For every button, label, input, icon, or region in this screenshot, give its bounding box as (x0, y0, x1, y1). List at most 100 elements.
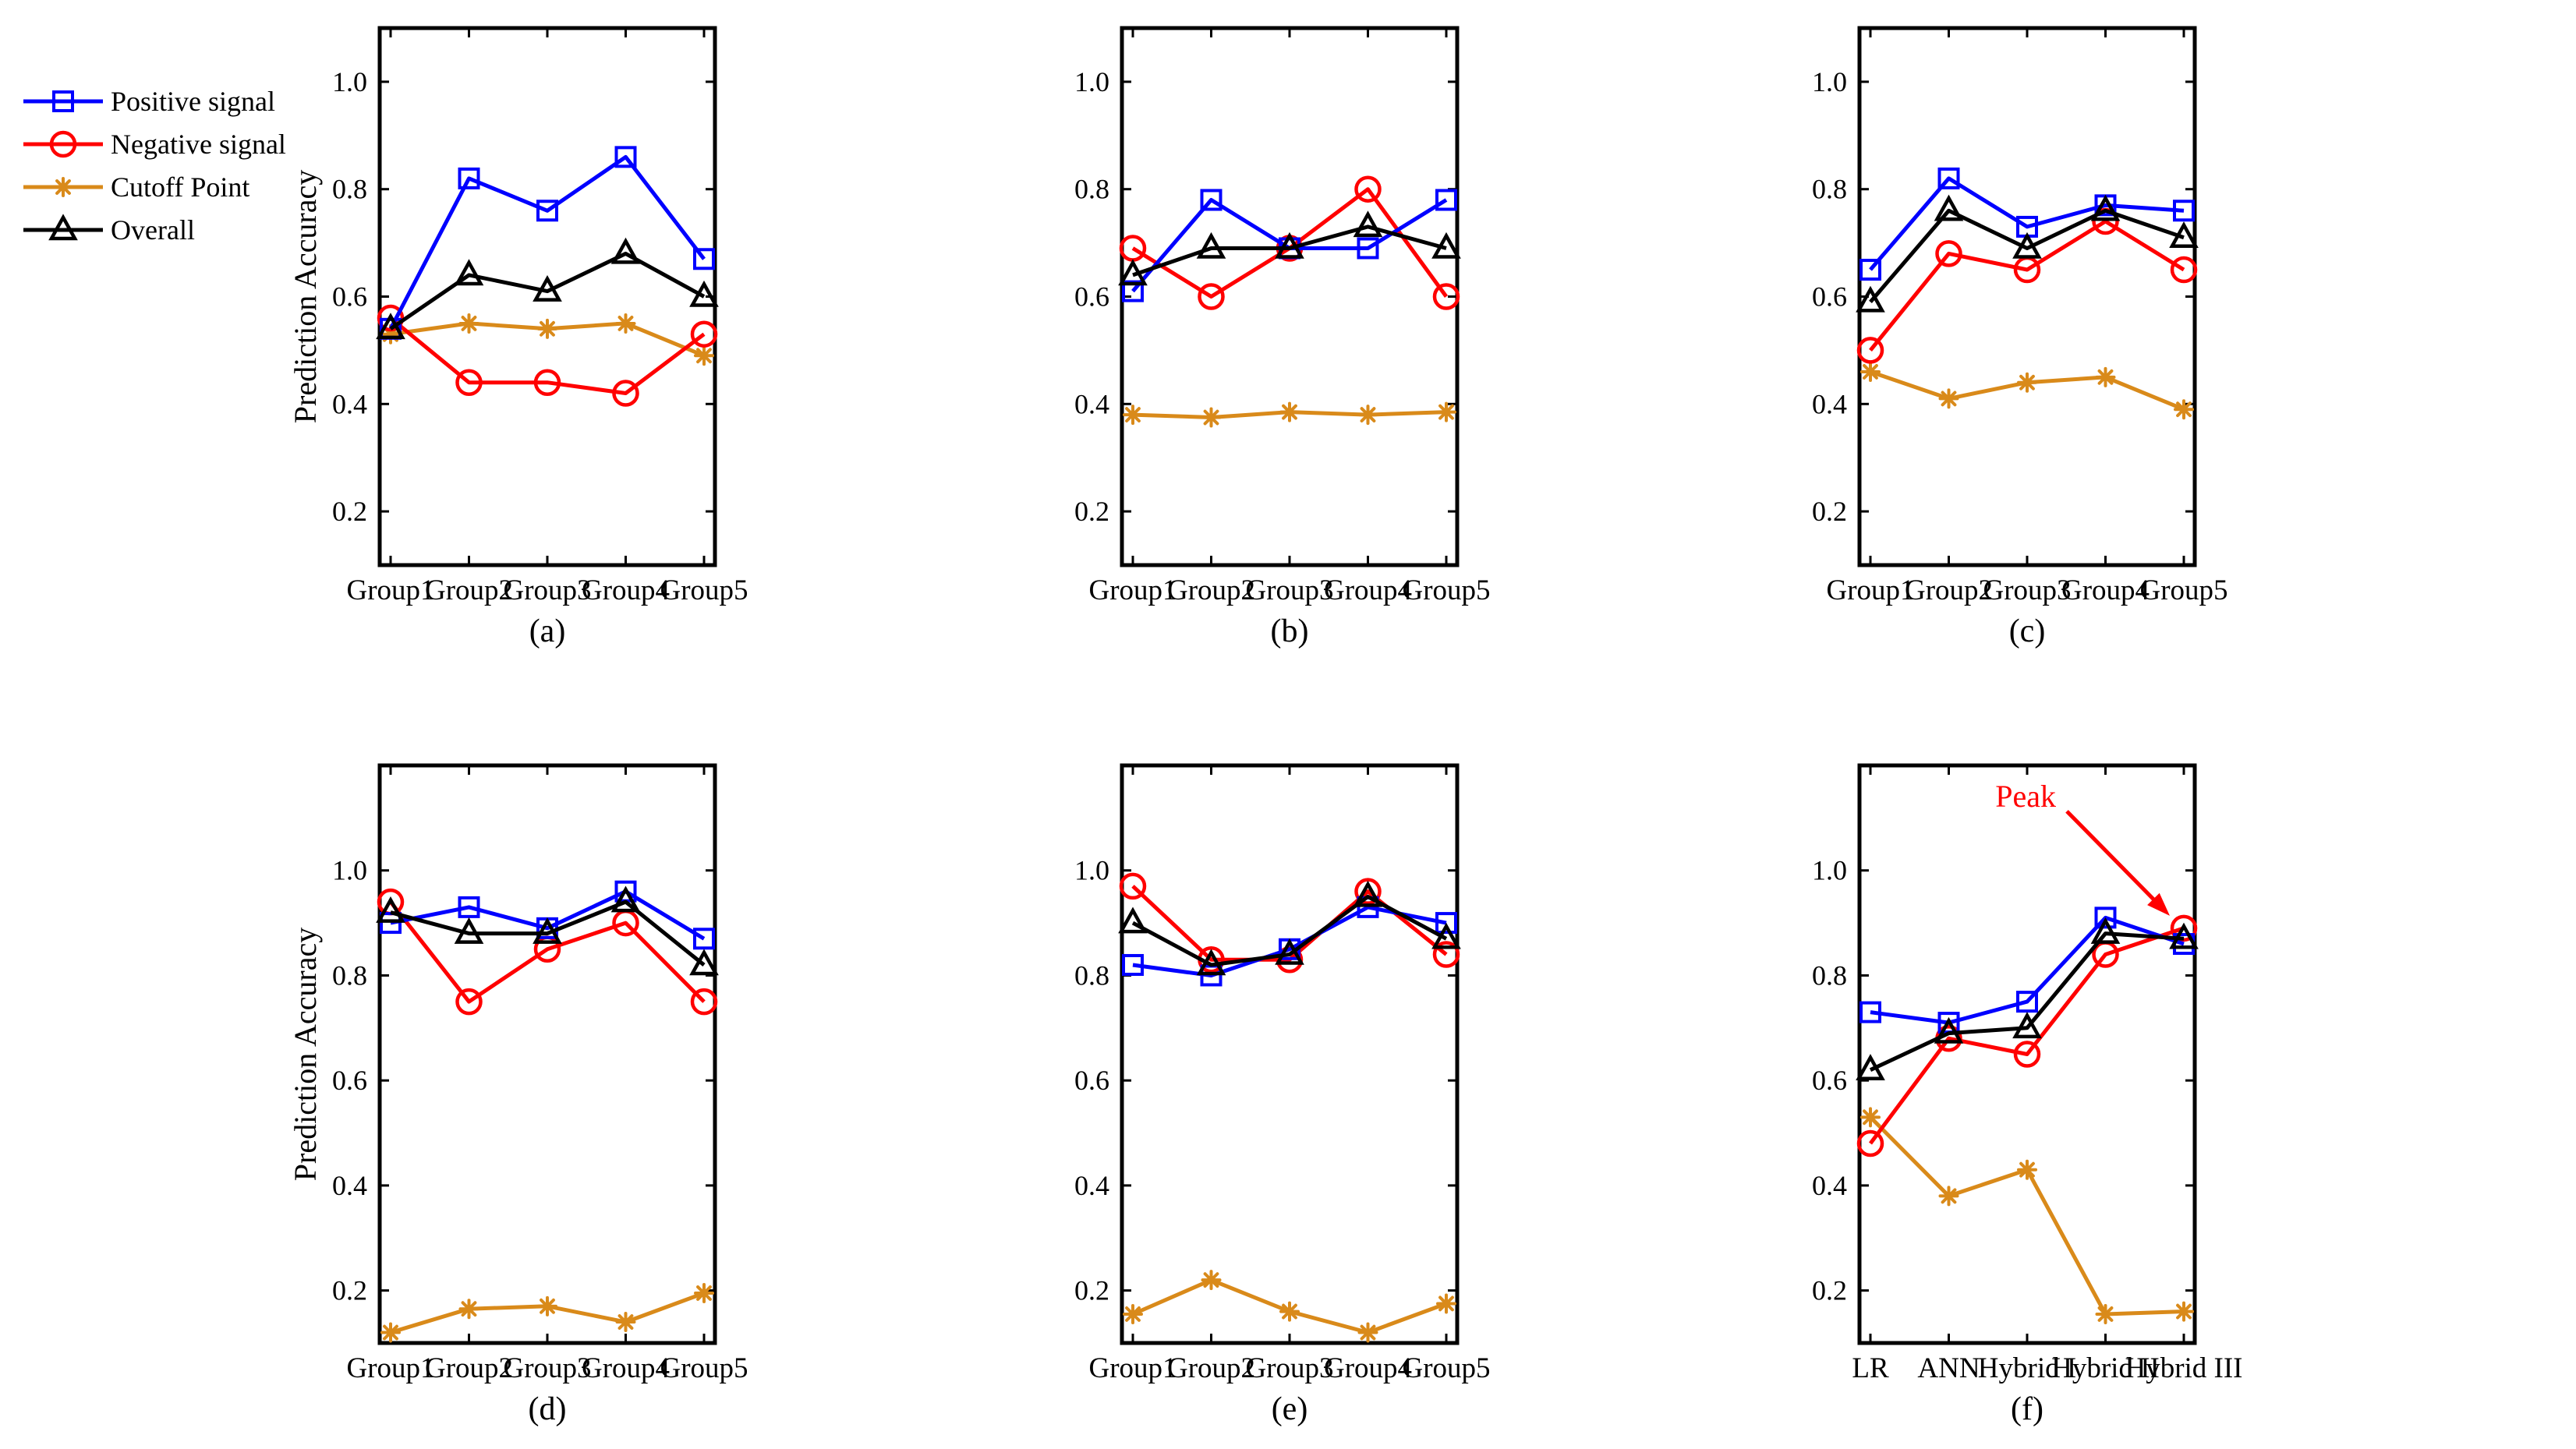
series-positive-signal (380, 146, 715, 340)
peak-annotation: Peak (1995, 779, 2170, 916)
y-tick-label: 0.2 (1074, 1275, 1109, 1306)
y-tick-label: 0.4 (1074, 388, 1109, 419)
data-point-triangle (1196, 949, 1226, 976)
data-point-triangle (376, 896, 405, 923)
panel-label: (d) (529, 1391, 567, 1427)
data-point-triangle (1856, 1054, 1885, 1080)
plot-frame (377, 763, 717, 1345)
data-point-circle (2013, 1041, 2041, 1068)
series-positive-signal (1122, 189, 1457, 302)
data-point-square (1435, 912, 1457, 935)
data-point-asterisk (2095, 366, 2116, 387)
x-tick-label: Group2 (425, 574, 513, 606)
y-tick-label: 0.8 (1812, 960, 1847, 991)
data-point-triangle (1353, 210, 1383, 238)
y-tick-label: 1.0 (1074, 855, 1109, 886)
series-line (1870, 915, 2185, 1025)
data-point-triangle (1934, 1016, 1964, 1044)
y-tick-label: 0.4 (332, 388, 367, 419)
series-negative-signal (377, 888, 718, 1016)
data-point-asterisk (537, 318, 557, 339)
data-point-asterisk (1436, 401, 1456, 422)
series-positive-signal (380, 880, 715, 950)
y-tick-label: 1.0 (1812, 66, 1847, 97)
series-line (1131, 187, 1449, 299)
plot-frame (1120, 763, 1460, 1345)
series-negative-signal (1119, 872, 1460, 974)
y-tick-label: 0.2 (1074, 496, 1109, 527)
x-tick-label: Group1 (346, 574, 434, 606)
x-tick-label: Group3 (1245, 1352, 1333, 1384)
series-overall (1118, 880, 1461, 976)
series-cutoff-point (1860, 361, 2194, 420)
data-point-square (2016, 991, 2038, 1013)
data-point-triangle (2169, 922, 2199, 949)
series-line (1131, 894, 1448, 967)
data-point-circle (533, 369, 561, 396)
panel-label: (f) (2011, 1391, 2043, 1427)
x-tick-label: Group3 (503, 1352, 591, 1384)
series-positive-signal (1859, 907, 2195, 1034)
y-tick-label: 0.6 (332, 281, 367, 313)
data-point-square (614, 146, 637, 168)
data-point-asterisk (1357, 405, 1378, 426)
data-point-circle (455, 369, 483, 396)
y-tick-label: 0.2 (1812, 496, 1847, 527)
data-point-triangle (533, 274, 562, 302)
series-line (1132, 224, 1447, 277)
x-tick-label: Group5 (660, 1352, 748, 1384)
x-tick-label: ANN (1917, 1352, 1980, 1384)
series-overall (376, 237, 719, 340)
data-point-asterisk (1279, 1301, 1300, 1322)
data-point-circle (455, 988, 483, 1016)
series-line (1868, 926, 2185, 1145)
x-tick-label: Group1 (1826, 574, 1914, 606)
series-line (1869, 219, 2185, 352)
data-point-triangle (610, 885, 641, 913)
data-point-triangle (610, 237, 641, 264)
data-point-square (1122, 280, 1144, 302)
x-tick-label: Group1 (346, 1352, 434, 1384)
panel-a: 0.2 0.4 0.6 0.8 1.0 Group1Group2Group3Group4G… (288, 26, 748, 649)
data-point-asterisk (615, 1312, 636, 1333)
data-point-square (536, 200, 558, 222)
data-point-circle (1432, 283, 1460, 310)
y-tick-label: 0.8 (1074, 174, 1109, 205)
data-point-circle (1354, 175, 1382, 203)
data-point-square (1859, 1001, 1881, 1023)
data-point-asterisk (1938, 388, 1959, 409)
data-point-asterisk (537, 1295, 557, 1316)
y-tick-label: 1.0 (332, 855, 367, 886)
series-overall (1118, 210, 1461, 286)
data-point-circle (1119, 235, 1147, 262)
data-point-triangle (454, 259, 484, 286)
data-point-triangle (1196, 231, 1226, 259)
annotation-label: Peak (1995, 779, 2056, 814)
x-tick-label: LR (1852, 1352, 1889, 1384)
data-point-square (1937, 167, 1960, 189)
data-point-circle (690, 320, 718, 348)
series-cutoff-point (1860, 1107, 2194, 1324)
data-point-asterisk (2174, 399, 2194, 420)
data-point-asterisk (1860, 1107, 1881, 1128)
series-line (1869, 208, 2185, 304)
annotation-arrowhead (2147, 892, 2170, 916)
series-overall (1856, 194, 2199, 313)
x-tick-label: Group4 (2061, 574, 2150, 606)
x-tick-label: Group2 (1167, 574, 1255, 606)
y-axis-label: Prediction Accuracy (288, 170, 323, 423)
data-point-asterisk (1201, 407, 1222, 428)
data-point-asterisk (2174, 1301, 2194, 1322)
data-point-asterisk (2017, 372, 2037, 393)
y-tick-label: 1.0 (1074, 66, 1109, 97)
x-tick-label: Group4 (582, 1352, 670, 1384)
data-point-square (2094, 907, 2117, 929)
data-point-circle (1856, 1129, 1884, 1157)
y-axis-label: Prediction Accuracy (288, 928, 323, 1181)
data-point-square (1859, 259, 1881, 281)
series-cutoff-point (1123, 1270, 1456, 1343)
series-line (1869, 176, 2185, 271)
data-point-circle (2170, 914, 2198, 942)
x-tick-label: Group1 (1088, 574, 1177, 606)
legend-marker-square (52, 90, 74, 112)
